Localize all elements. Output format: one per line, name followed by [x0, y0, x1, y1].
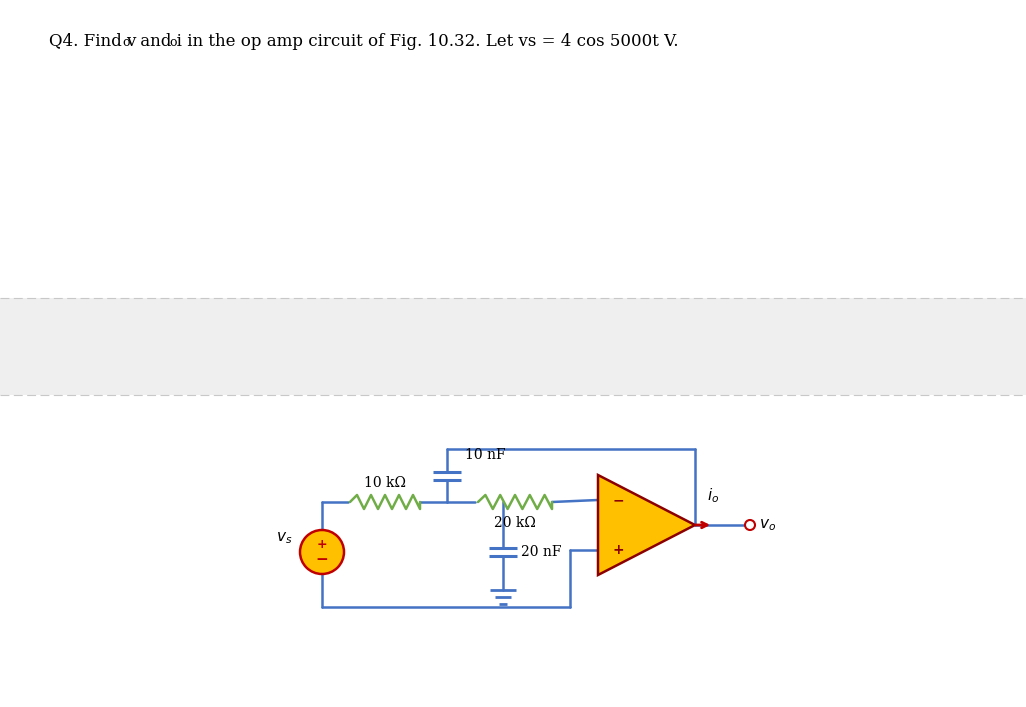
- Text: $v_s$: $v_s$: [276, 530, 292, 546]
- Text: 20 nF: 20 nF: [521, 545, 561, 559]
- Polygon shape: [598, 475, 695, 575]
- Text: and i: and i: [134, 33, 182, 49]
- Text: +: +: [613, 543, 624, 557]
- Text: 10 kΩ: 10 kΩ: [364, 476, 406, 490]
- Text: 10 nF: 10 nF: [465, 448, 506, 462]
- Text: −: −: [316, 552, 328, 568]
- Text: 20 kΩ: 20 kΩ: [495, 516, 536, 530]
- Circle shape: [300, 530, 344, 574]
- Text: −: −: [613, 493, 624, 507]
- Circle shape: [745, 520, 755, 530]
- Bar: [0, 298, 1026, 395]
- Text: $i_o$: $i_o$: [707, 486, 719, 505]
- Text: Q4. Find v: Q4. Find v: [49, 33, 136, 49]
- Text: +: +: [317, 539, 327, 551]
- Text: o: o: [169, 36, 177, 49]
- Text: in the op amp circuit of Fig. 10.32. Let vs = 4 cos 5000t V.: in the op amp circuit of Fig. 10.32. Let…: [182, 33, 678, 49]
- Text: o: o: [123, 36, 130, 49]
- Text: $v_o$: $v_o$: [759, 517, 776, 533]
